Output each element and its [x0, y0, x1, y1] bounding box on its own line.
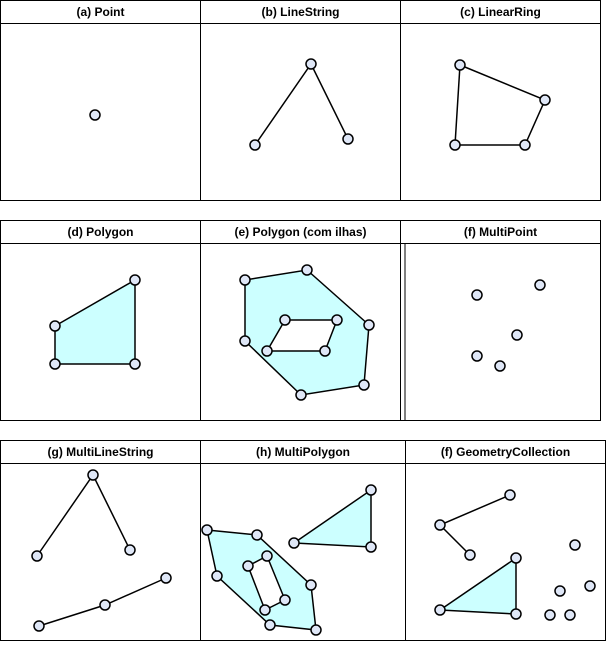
collection-vertex: [569, 539, 581, 551]
collection-vertex: [544, 609, 556, 621]
linestring-vertex: [342, 133, 354, 145]
linearring-vertex: [454, 59, 466, 71]
multilinestring-vertex: [33, 620, 45, 632]
polygon-hole-vertex: [239, 274, 251, 286]
linearring-vertex: [449, 139, 461, 151]
panel-title: (c) LinearRing: [401, 1, 600, 24]
multipoint-vertex: [511, 329, 523, 341]
multipolygon-vertex: [305, 579, 317, 591]
linearring-vertex: [519, 139, 531, 151]
multipolygon-vertex: [310, 624, 322, 636]
polygon-hole-vertex: [363, 319, 375, 331]
polygon-hole-vertex: [319, 345, 331, 357]
multipolygon-vertex: [242, 560, 254, 572]
panel-title: (f) MultiPoint: [401, 221, 600, 244]
multilinestring-vertex: [99, 599, 111, 611]
polygon-hole-vertex: [331, 314, 343, 326]
polygon-hole-vertex: [239, 335, 251, 347]
multipolygon-vertex: [279, 594, 291, 606]
collection-vertex: [510, 608, 522, 620]
panel-multipoint: (f) MultiPoint: [400, 220, 601, 421]
multipolygon-vertex: [288, 537, 300, 549]
point-vertex: [89, 109, 101, 121]
polygon-vertex: [129, 274, 141, 286]
multipolygon-vertex: [261, 550, 273, 562]
linestring-vertex: [305, 58, 317, 70]
multipolygon-part-2: [291, 488, 372, 548]
linearring-vertex: [539, 94, 551, 106]
panel-linestring: (b) LineString: [200, 0, 401, 201]
polygon-vertex: [49, 358, 61, 370]
panel-title: (g) MultiLineString: [1, 441, 200, 464]
panel-title: (a) Point: [1, 1, 200, 24]
polygon-hole-vertex: [358, 379, 370, 391]
multipoint-vertex: [471, 350, 483, 362]
polygon-shape: [54, 278, 136, 365]
multilinestring-vertex: [31, 550, 43, 562]
collection-vertex: [434, 519, 446, 531]
multipolygon-vertex: [251, 529, 263, 541]
multilinestring-line-1: [36, 473, 131, 557]
collection-vertex: [510, 552, 522, 564]
panel-title: (d) Polygon: [1, 221, 200, 244]
collection-vertex: [584, 580, 596, 592]
multipoint-vertex: [471, 289, 483, 301]
multilinestring-vertex: [124, 544, 136, 556]
panel-point: (a) Point: [0, 0, 201, 201]
polygon-hole-vertex: [301, 264, 313, 276]
multilinestring-vertex: [160, 572, 172, 584]
multipolygon-vertex: [264, 619, 276, 631]
polygon-hole-vertex: [261, 345, 273, 357]
polygon-vertex: [49, 320, 61, 332]
linestring-vertex: [249, 139, 261, 151]
multipolygon-vertex: [201, 524, 213, 536]
multilinestring-vertex: [87, 469, 99, 481]
panel-title: (f) GeometryCollection: [406, 441, 605, 464]
collection-polygon: [437, 556, 517, 615]
collection-vertex: [564, 609, 576, 621]
collection-vertex: [504, 489, 516, 501]
multipolygon-part-1: [206, 529, 317, 631]
panel-title: (e) Polygon (com ilhas): [201, 221, 400, 244]
multipolygon-vertex: [365, 484, 377, 496]
polygon-hole-vertex: [295, 389, 307, 401]
collection-vertex: [554, 585, 566, 597]
collection-vertex: [434, 604, 446, 616]
polygon-with-hole-shape: [244, 269, 370, 396]
collection-vertex: [464, 549, 476, 561]
polygon-vertex: [129, 358, 141, 370]
polygon-hole-vertex: [279, 314, 291, 326]
multipolygon-vertex: [365, 541, 377, 553]
multipoint-vertex: [534, 279, 546, 291]
multipolygon-vertex: [211, 570, 223, 582]
panel-title: (b) LineString: [201, 1, 400, 24]
panel-title: (h) MultiPolygon: [201, 441, 405, 464]
collection-linestring: [438, 494, 511, 556]
multipoint-vertex: [494, 360, 506, 372]
linestring-line: [254, 62, 349, 146]
linearring-ring: [454, 63, 546, 146]
panel-linearring: (c) LinearRing: [400, 0, 601, 201]
multipolygon-vertex: [259, 604, 271, 616]
